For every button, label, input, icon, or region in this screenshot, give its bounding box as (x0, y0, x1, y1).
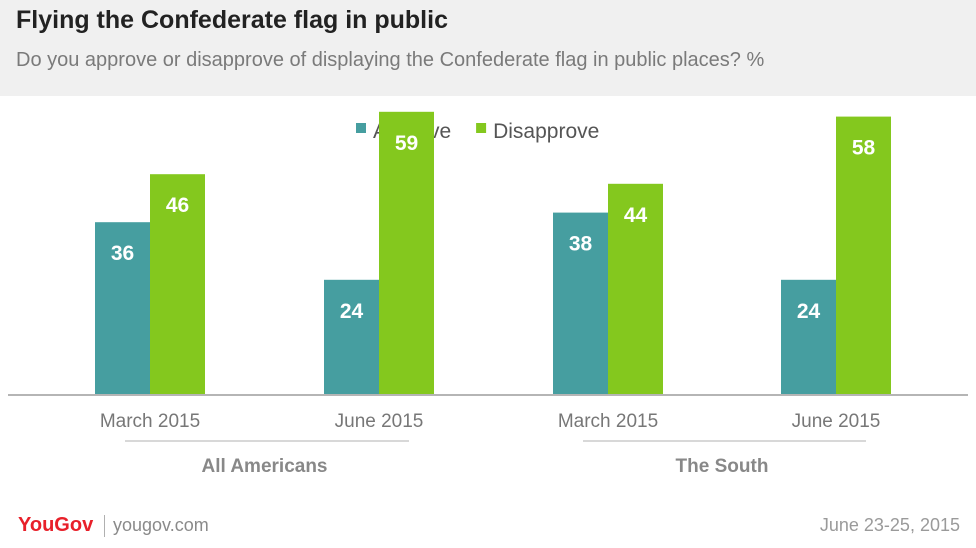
bar-value-label: 46 (166, 194, 189, 217)
x-tick-label: March 2015 (558, 411, 658, 432)
bar-value-label: 36 (111, 242, 134, 265)
chart-subtitle: Do you approve or disapprove of displayi… (16, 49, 765, 71)
bar-approve (95, 222, 150, 395)
bar-value-label: 24 (797, 300, 821, 323)
bar-disapprove (150, 174, 205, 395)
footer-divider (104, 515, 105, 537)
bar-chart: ApproveDisapprove3624382446594458March 2… (8, 111, 968, 477)
legend-swatch-disapprove (476, 123, 487, 133)
group-label: The South (676, 456, 769, 477)
bar-value-label: 38 (569, 233, 593, 256)
bar-disapprove (836, 116, 891, 395)
bar-value-label: 44 (624, 204, 648, 227)
bar-value-label: 59 (395, 132, 418, 155)
survey-date: June 23-25, 2015 (819, 515, 960, 535)
chart-title: Flying the Confederate flag in public (16, 6, 448, 34)
bar-value-label: 24 (340, 300, 364, 323)
bar-approve (324, 279, 379, 395)
bar-approve (553, 212, 608, 395)
bar-value-label: 58 (852, 137, 876, 160)
legend-label-disapprove: Disapprove (493, 120, 599, 143)
x-tick-label: June 2015 (792, 411, 881, 432)
x-tick-label: March 2015 (100, 411, 200, 432)
x-tick-label: June 2015 (335, 411, 424, 432)
footer-site: yougov.com (113, 515, 209, 535)
legend-swatch-approve (356, 123, 366, 133)
group-label: All Americans (201, 456, 327, 477)
bar-approve (781, 279, 836, 395)
bar-disapprove (379, 111, 434, 396)
bar-disapprove (608, 183, 663, 395)
yougov-logo: YouGov (18, 514, 94, 536)
header: Flying the Confederate flag in public Do… (0, 0, 976, 96)
